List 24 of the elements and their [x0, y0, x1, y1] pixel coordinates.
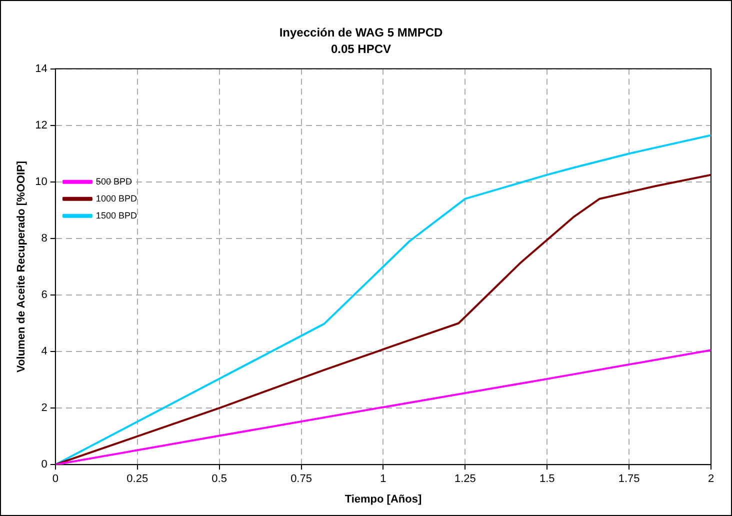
x-tick-label: 0 — [52, 473, 58, 486]
legend-label: 500 BPD — [96, 176, 132, 186]
y-tick-label: 14 — [35, 62, 48, 75]
x-tick-label: 0.75 — [290, 473, 312, 486]
legend-label: 1500 BPD — [96, 210, 138, 220]
y-tick-label: 2 — [41, 402, 48, 414]
chart-subtitle: 0.05 HPCV — [330, 42, 392, 56]
legend-label: 1000 BPD — [96, 193, 138, 204]
y-tick-label: 10 — [35, 176, 48, 188]
x-tick-label: 1.75 — [618, 473, 640, 486]
y-tick-label: 6 — [41, 289, 48, 302]
x-tick-label: 1.25 — [454, 473, 476, 486]
x-tick-label: 1.5 — [539, 473, 555, 486]
chart-title: Inyección de WAG 5 MMPCD — [279, 26, 444, 40]
x-axis-title: Tiempo [Años] — [344, 493, 422, 506]
x-tick-label: 1 — [380, 473, 386, 486]
y-tick-label: 0 — [41, 458, 48, 471]
x-tick-label: 0.5 — [212, 473, 227, 486]
x-tick-label: 2 — [708, 473, 714, 486]
x-tick-label: 0.25 — [126, 473, 148, 486]
y-tick-label: 4 — [41, 346, 48, 358]
y-axis-title: Volumen de Aceite Recuperado [%OOIP] — [16, 160, 28, 372]
y-tick-label: 12 — [35, 119, 48, 132]
y-tick-label: 8 — [41, 232, 48, 244]
